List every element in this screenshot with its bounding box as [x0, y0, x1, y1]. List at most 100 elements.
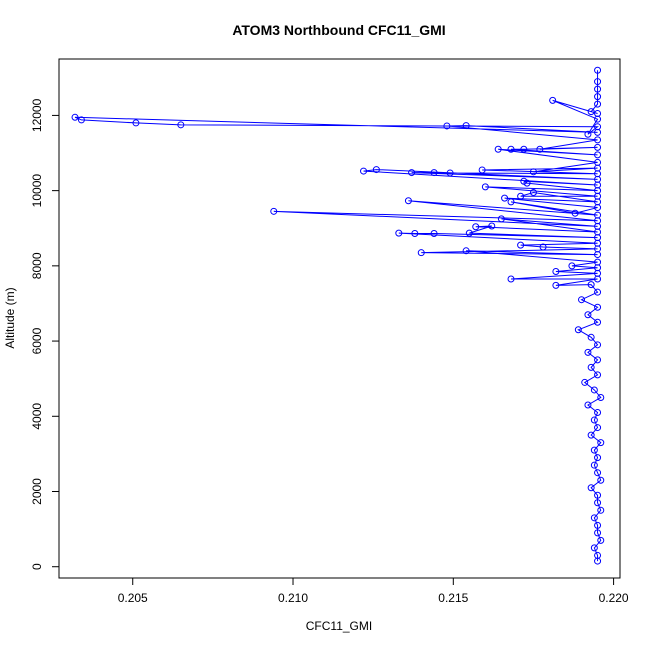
data-point [520, 145, 528, 153]
data-point [584, 130, 592, 138]
data-point [568, 262, 576, 270]
data-point [594, 110, 602, 118]
data-point [411, 230, 419, 237]
data-point [481, 183, 489, 191]
data-point [430, 230, 438, 237]
data-point [443, 122, 451, 130]
data-point [494, 145, 502, 153]
data-point [417, 249, 425, 257]
data-point [587, 363, 595, 371]
x-tick-label: 0.215 [438, 591, 468, 605]
y-tick-label: 2000 [30, 478, 44, 505]
data-point [587, 333, 595, 341]
data-point [270, 207, 278, 215]
data-point [587, 484, 595, 492]
data-point [594, 529, 602, 537]
data-point [594, 136, 602, 144]
y-tick-label: 6000 [30, 327, 44, 354]
data-point [590, 416, 598, 424]
data-point [552, 267, 560, 275]
data-point [472, 223, 480, 231]
x-tick-label: 0.205 [118, 591, 148, 605]
y-axis: 0 2000 4000 6000 8000 10000 12000 [30, 98, 60, 570]
data-point [594, 158, 602, 166]
data-point [507, 145, 515, 153]
data-point [497, 215, 505, 223]
data-point [430, 169, 438, 177]
y-tick-label: 4000 [30, 403, 44, 430]
x-tick-label: 0.210 [278, 591, 308, 605]
data-point [594, 303, 602, 311]
data-point [507, 275, 515, 283]
data-point [517, 192, 525, 200]
data-point [408, 169, 416, 177]
data-point [574, 326, 582, 334]
data-point [529, 189, 537, 197]
x-axis: 0.205 0.210 0.215 0.220 [118, 577, 629, 605]
data-point [587, 431, 595, 439]
data-point [594, 409, 602, 417]
data-point [462, 247, 470, 255]
data-point [177, 121, 185, 129]
data-point [507, 198, 515, 206]
data-point [594, 454, 602, 462]
data-point [597, 393, 605, 401]
data-point [594, 499, 602, 507]
data-point [594, 85, 602, 93]
data-point [446, 169, 454, 177]
data-point [590, 446, 598, 454]
y-axis-label: Altitude (m) [3, 287, 17, 348]
y-tick-label: 8000 [30, 252, 44, 279]
data-point [597, 506, 605, 514]
data-point [590, 544, 598, 552]
data-point [578, 296, 586, 304]
data-point [529, 168, 537, 176]
data-point [590, 514, 598, 522]
data-point [501, 194, 509, 202]
data-point [360, 167, 368, 175]
data-point [581, 378, 589, 386]
data-point [590, 386, 598, 394]
data-point [478, 166, 486, 174]
data-point [594, 371, 602, 379]
data-point [552, 281, 560, 289]
data-point [587, 281, 595, 289]
data-point [597, 439, 605, 447]
data-point [594, 143, 602, 151]
data-point [594, 521, 602, 529]
data-point [584, 401, 592, 409]
data-point [77, 116, 85, 124]
data-point [584, 348, 592, 356]
data-point [597, 476, 605, 484]
series-layer [71, 66, 605, 565]
data-point [594, 93, 602, 101]
data-point [132, 119, 140, 127]
series-line [74, 70, 602, 562]
data-point [590, 461, 598, 469]
x-axis-label: CFC11_GMI [306, 619, 372, 633]
data-point [594, 288, 602, 296]
data-point [549, 96, 557, 104]
data-point [594, 318, 602, 326]
chart-title: ATOM3 Northbound CFC11_GMI [232, 22, 445, 38]
data-point [594, 258, 602, 266]
data-point [395, 229, 403, 237]
data-point [465, 229, 473, 237]
data-point [594, 211, 602, 219]
data-point [71, 113, 79, 121]
data-point [594, 551, 602, 559]
x-tick-label: 0.220 [599, 591, 629, 605]
data-point [539, 243, 547, 251]
data-point [594, 491, 602, 499]
data-point [536, 145, 544, 153]
data-point [594, 469, 602, 477]
data-point [517, 241, 525, 249]
data-point [594, 151, 602, 159]
data-point [571, 209, 579, 217]
data-point [594, 356, 602, 364]
data-point [594, 66, 602, 74]
data-point [584, 311, 592, 319]
data-point [594, 424, 602, 432]
